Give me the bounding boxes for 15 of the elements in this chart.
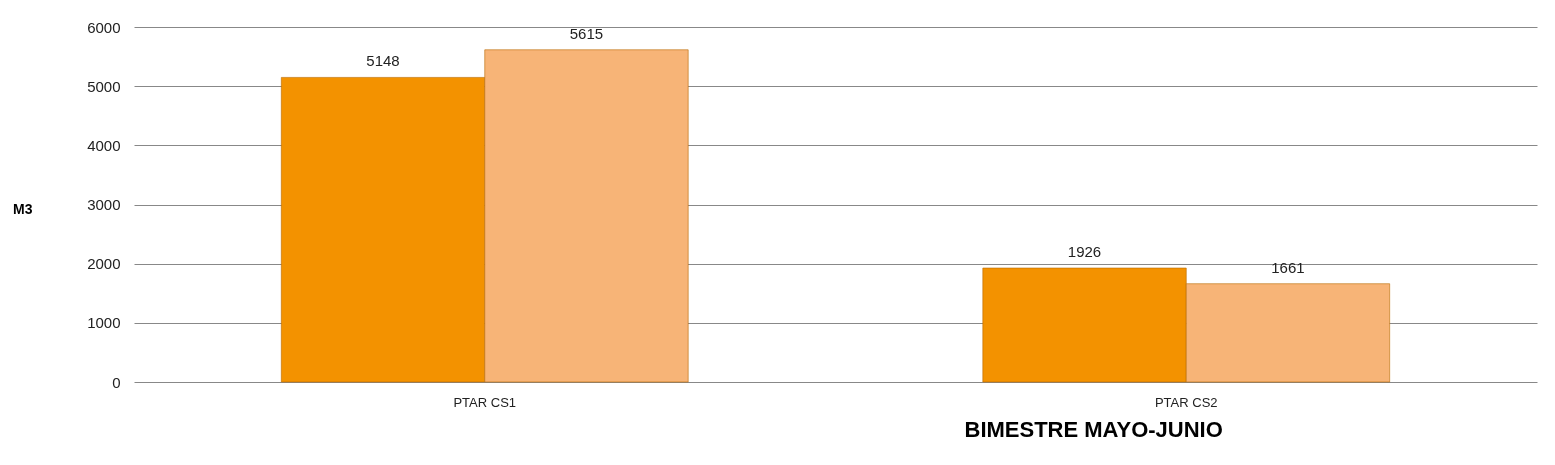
x-axis-title: BIMESTRE MAYO-JUNIO [964,416,1223,442]
y-tick-label: 5000 [87,77,121,95]
y-axis-title: M3 [13,200,33,217]
data-label: 5148 [366,52,400,70]
data-label: 5615 [569,24,604,42]
data-label: 1661 [1271,258,1305,276]
y-tick-label: 1000 [87,314,121,332]
y-tick-label: 0 [112,373,121,391]
y-tick-label: 6000 [87,18,121,36]
x-tick-label: PTAR CS2 [1154,394,1218,410]
data-label: 1926 [1067,243,1102,261]
y-tick-label: 3000 [87,196,121,213]
x-tick-label: PTAR CS1 [453,394,517,410]
y-tick-label: 4000 [87,136,121,154]
y-tick-label: 2000 [87,255,121,273]
